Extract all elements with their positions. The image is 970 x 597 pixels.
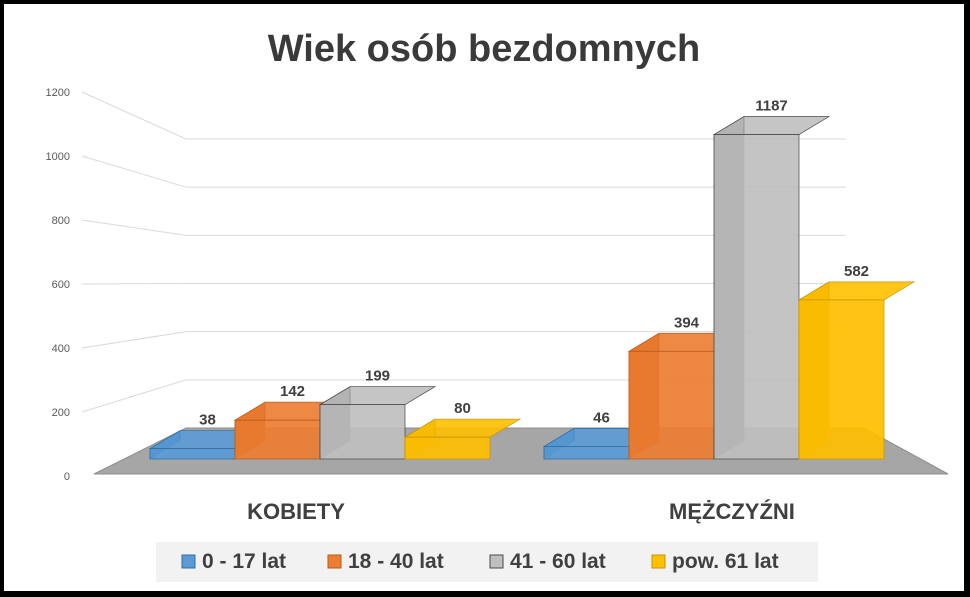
legend-swatch [181, 554, 196, 569]
y-axis: 0 200 400 600 800 1000 1200 [46, 87, 70, 483]
legend-swatch [651, 554, 666, 569]
bar [712, 116, 831, 460]
bar-front [798, 299, 885, 460]
gridline [81, 379, 846, 413]
bar-front [319, 404, 406, 460]
bar [797, 281, 916, 460]
gridline [81, 91, 846, 140]
y-tick-label: 600 [52, 279, 70, 291]
y-tick-label: 1000 [46, 151, 70, 163]
bar-front [234, 419, 321, 460]
legend-item: 41 - 60 lat [489, 550, 606, 573]
data-label: 38 [199, 412, 216, 429]
chart-title: Wiek osób bezdomnych [268, 28, 701, 70]
legend-background [156, 542, 818, 582]
bar-front [404, 436, 491, 460]
legend-item: 18 - 40 lat [327, 550, 444, 573]
x-axis-categories: KOBIETY MĘŻCZYŹNI [247, 499, 795, 524]
data-label: 1187 [755, 98, 788, 115]
bar-front [543, 446, 630, 460]
gridline [81, 155, 846, 188]
legend: 0 - 17 lat 18 - 40 lat 41 - 60 lat pow. 61 … [181, 550, 779, 573]
data-label: 80 [454, 400, 471, 417]
legend-label: 0 - 17 lat [202, 550, 286, 573]
legend-label: pow. 61 lat [672, 550, 779, 573]
bar [403, 418, 522, 460]
bar-top [797, 281, 916, 301]
legend-swatch [327, 554, 342, 569]
data-label: 582 [844, 263, 869, 280]
bar-front [628, 350, 715, 460]
data-label: 142 [280, 383, 305, 400]
legend-item: 0 - 17 lat [181, 550, 286, 573]
data-label: 394 [674, 314, 700, 331]
data-label: 199 [365, 368, 390, 385]
chart-panel: Wiek osób bezdomnych 0 200 400 600 800 1000 12… [4, 4, 964, 591]
bar-front [713, 134, 800, 460]
gridline [81, 219, 846, 236]
bar [318, 386, 437, 460]
y-tick-label: 400 [52, 343, 70, 355]
legend-item: pow. 61 lat [651, 550, 779, 573]
data-label: 46 [593, 409, 610, 426]
bar-top [712, 116, 831, 135]
category-label: MĘŻCZYŹNI [669, 499, 795, 524]
legend-label: 41 - 60 lat [510, 550, 606, 573]
legend-swatch [489, 554, 504, 569]
gridline [81, 283, 846, 285]
gridlines [81, 91, 846, 413]
category-label: KOBIETY [247, 499, 345, 524]
gridline [81, 331, 846, 349]
legend-label: 18 - 40 lat [348, 550, 444, 573]
y-tick-label: 200 [52, 407, 70, 419]
y-tick-label: 0 [64, 471, 70, 483]
y-tick-label: 800 [52, 215, 70, 227]
y-tick-label: 1200 [46, 87, 70, 99]
bars [148, 116, 916, 460]
data-labels: 38 142 199 80 46 394 1187 582 [199, 98, 869, 429]
bar-top [318, 386, 437, 406]
bar-front [149, 448, 236, 460]
chart-svg: Wiek osób bezdomnych 0 200 400 600 800 1000 12… [46, 28, 949, 582]
